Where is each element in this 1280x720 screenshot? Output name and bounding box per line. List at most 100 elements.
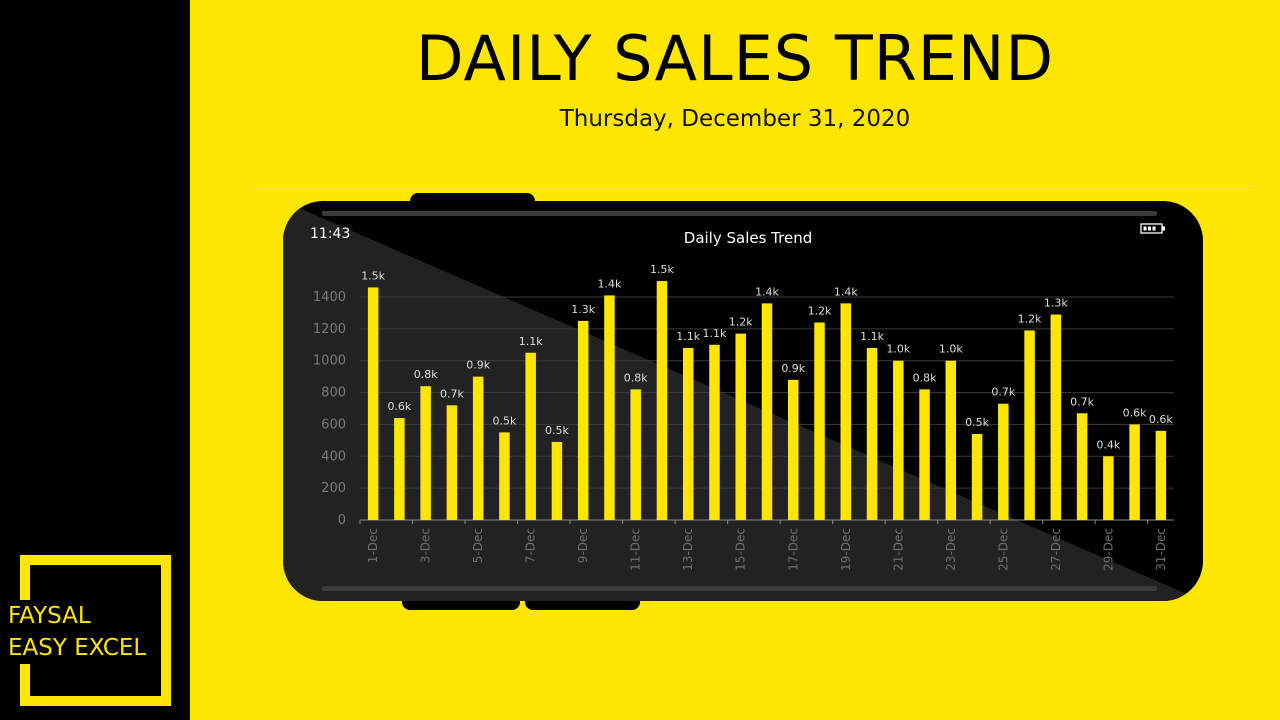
y-tick-label: 1000: [313, 354, 346, 369]
data-label: 0.6k: [1123, 406, 1147, 419]
x-tick-label: 29-Dec: [1101, 528, 1115, 571]
data-label: 0.7k: [440, 387, 464, 400]
y-tick-label: 1400: [313, 290, 346, 305]
x-tick-label: 1-Dec: [366, 528, 380, 563]
x-tick-label: 9-Dec: [576, 528, 590, 563]
data-label: 1.1k: [860, 330, 884, 343]
data-label: 0.8k: [414, 368, 438, 381]
data-label: 1.5k: [361, 269, 385, 282]
bar: [893, 360, 904, 520]
bar: [814, 322, 825, 520]
data-label: 1.2k: [808, 304, 832, 317]
data-label: 0.7k: [1070, 395, 1094, 408]
y-tick-label: 200: [321, 481, 346, 496]
x-tick-label: 25-Dec: [996, 528, 1010, 571]
page-date: Thursday, December 31, 2020: [559, 106, 911, 132]
x-tick-label: 19-Dec: [839, 528, 853, 571]
bar: [971, 433, 983, 520]
data-label: 1.5k: [650, 263, 674, 276]
y-tick-label: 0: [338, 513, 346, 528]
bar: [1155, 430, 1167, 520]
data-label: 1.4k: [755, 285, 779, 298]
x-tick-label: 21-Dec: [891, 528, 905, 571]
bar: [735, 333, 746, 520]
data-label: 0.8k: [624, 371, 648, 384]
brand-line-1: FAYSAL: [8, 600, 149, 632]
bar: [919, 389, 930, 520]
y-tick-label: 400: [321, 449, 346, 464]
x-tick-label: 11-Dec: [629, 528, 643, 571]
x-tick-label: 31-Dec: [1154, 528, 1168, 571]
data-label: 0.5k: [965, 416, 989, 429]
bar: [1129, 424, 1140, 520]
data-label: 1.1k: [676, 330, 700, 343]
brand-logo-text: FAYSAL EASY EXCEL: [8, 600, 149, 664]
data-label: 0.9k: [781, 362, 805, 375]
phone-bottom-bezel: [322, 586, 1157, 591]
data-label: 1.2k: [1018, 312, 1042, 325]
bar: [525, 352, 536, 520]
battery-icon: [1140, 223, 1165, 234]
bar: [446, 405, 458, 520]
data-label: 1.1k: [703, 327, 727, 340]
bar: [840, 303, 852, 520]
bar: [1024, 330, 1035, 520]
bar: [630, 389, 641, 520]
data-label: 1.0k: [939, 343, 963, 356]
bar: [551, 441, 563, 520]
bar: [1076, 413, 1088, 520]
x-tick-label: 15-Dec: [734, 528, 748, 571]
bar: [866, 347, 878, 520]
x-tick-label: 13-Dec: [681, 528, 695, 571]
y-tick-label: 1200: [313, 322, 346, 337]
x-tick-label: 27-Dec: [1049, 528, 1063, 571]
bar: [472, 376, 484, 520]
x-tick-label: 3-Dec: [419, 528, 433, 563]
brand-line-2: EASY EXCEL: [8, 632, 149, 664]
bar: [420, 386, 431, 520]
data-label: 1.3k: [1044, 297, 1068, 310]
sales-chart: Daily Sales Trend 0 200 400 600 800 1000 1200 1…: [313, 229, 1174, 571]
bar: [682, 347, 694, 520]
bar: [1103, 456, 1114, 520]
data-label: 0.5k: [492, 414, 516, 427]
data-label: 1.4k: [598, 277, 622, 290]
bar: [367, 287, 379, 520]
data-label: 0.8k: [913, 371, 937, 384]
data-label: 1.4k: [834, 285, 858, 298]
bar: [998, 403, 1009, 520]
data-label: 0.4k: [1096, 438, 1120, 451]
y-tick-label: 600: [321, 417, 346, 432]
bar: [604, 295, 615, 520]
data-label: 0.5k: [545, 424, 569, 437]
data-label: 0.7k: [991, 386, 1015, 399]
y-axis: 0 200 400 600 800 1000 1200 1400: [313, 290, 346, 528]
bar-series: [367, 281, 1167, 520]
y-tick-label: 800: [321, 386, 346, 401]
page-title: DAILY SALES TREND: [415, 22, 1055, 95]
x-axis: 1-Dec 3-Dec 5-Dec 7-Dec 9-Dec 11-Dec 13-Dec 15-…: [359, 520, 1168, 571]
title-divider: [250, 185, 1255, 186]
data-label: 0.9k: [466, 359, 490, 372]
data-label: 0.6k: [387, 400, 411, 413]
x-tick-label: 7-Dec: [524, 528, 538, 563]
data-labels: 1.5k0.6k0.8k0.7k0.9k0.5k1.1k0.5k1.3k1.4k…: [361, 263, 1173, 451]
data-label: 1.2k: [729, 316, 753, 329]
data-label: 1.0k: [886, 343, 910, 356]
chart-title: Daily Sales Trend: [684, 229, 812, 247]
bar: [577, 320, 589, 520]
phone-top-bezel: [322, 211, 1157, 216]
bar: [788, 379, 799, 520]
bar: [656, 281, 668, 520]
x-tick-label: 5-Dec: [471, 528, 485, 563]
x-tick-label: 17-Dec: [786, 528, 800, 571]
data-label: 1.3k: [571, 303, 595, 316]
data-label: 1.1k: [519, 335, 543, 348]
x-tick-label: 23-Dec: [944, 528, 958, 571]
bar: [761, 303, 773, 520]
bar: [499, 432, 510, 520]
phone-time: 11:43: [310, 226, 350, 242]
bar: [945, 360, 957, 520]
bar: [394, 418, 405, 520]
bar: [709, 344, 720, 520]
